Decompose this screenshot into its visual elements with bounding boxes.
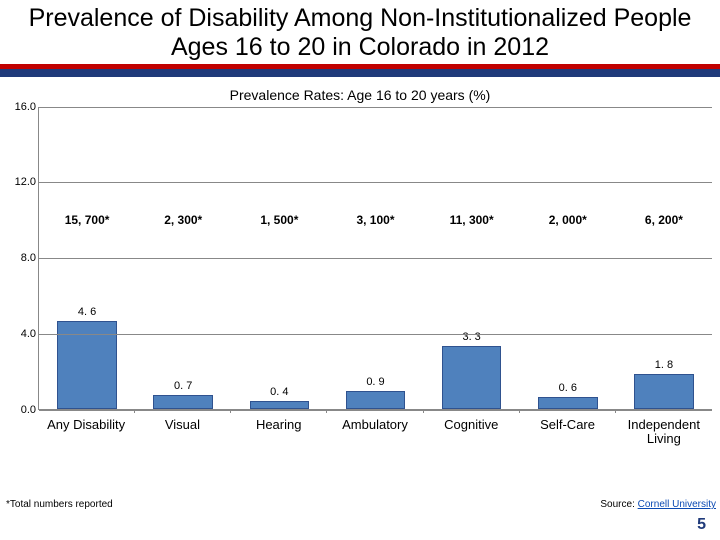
slide: Prevalence of Disability Among Non-Insti… — [0, 0, 720, 540]
x-axis-label: Ambulatory — [327, 412, 423, 452]
x-axis-label: Independent Living — [616, 412, 712, 452]
grid-line — [39, 410, 712, 411]
bar-value-label: 0. 9 — [366, 376, 384, 388]
chart-subtitle: Prevalence Rates: Age 16 to 20 years (%) — [0, 77, 720, 107]
grid-line — [39, 258, 712, 259]
bar-value-label: 0. 4 — [270, 386, 288, 398]
bar-annotation: 2, 000* — [520, 213, 616, 227]
bar — [250, 401, 310, 409]
bar — [634, 374, 694, 408]
bar — [442, 346, 502, 408]
grid-line — [39, 107, 712, 108]
bar-annotation: 6, 200* — [616, 213, 712, 227]
bar-value-label: 0. 6 — [559, 382, 577, 394]
x-axis-label: Hearing — [231, 412, 327, 452]
bar — [538, 397, 598, 408]
grid-line — [39, 182, 712, 183]
plot-area: 15, 700* 4. 6 2, 300* 0. 7 1, 500* 0. 4 3, 100… — [38, 107, 712, 410]
footnote-right: Source: Cornell University — [600, 499, 716, 510]
page-number: 5 — [697, 516, 706, 534]
y-axis: 0.04.08.012.016.0 — [8, 107, 38, 410]
bar-value-label: 0. 7 — [174, 380, 192, 392]
bar-annotation: 11, 300* — [424, 213, 520, 227]
x-axis-label: Any Disability — [38, 412, 134, 452]
title-block: Prevalence of Disability Among Non-Insti… — [0, 0, 720, 62]
bar-annotation: 15, 700* — [39, 213, 135, 227]
bar — [346, 391, 406, 408]
bar-value-label: 1. 8 — [655, 359, 673, 371]
x-axis-label: Self-Care — [519, 412, 615, 452]
y-tick-label: 16.0 — [15, 101, 36, 113]
grid-line — [39, 334, 712, 335]
x-axis-label: Cognitive — [423, 412, 519, 452]
bar-value-label: 4. 6 — [78, 306, 96, 318]
y-tick-label: 8.0 — [21, 252, 36, 264]
bar — [153, 395, 213, 408]
bar-annotation: 1, 500* — [231, 213, 327, 227]
slide-title: Prevalence of Disability Among Non-Insti… — [10, 4, 710, 62]
footer: *Total numbers reported Source: Cornell … — [6, 499, 716, 510]
bar-annotation: 2, 300* — [135, 213, 231, 227]
bar-annotation: 3, 100* — [327, 213, 423, 227]
source-label: Source: — [600, 499, 637, 510]
y-tick-label: 12.0 — [15, 176, 36, 188]
y-tick-label: 0.0 — [21, 404, 36, 416]
source-link[interactable]: Cornell University — [638, 499, 716, 510]
x-axis-labels: Any DisabilityVisualHearingAmbulatoryCog… — [38, 412, 712, 452]
y-tick-label: 4.0 — [21, 328, 36, 340]
footnote-left: *Total numbers reported — [6, 499, 113, 510]
blue-rule — [0, 69, 720, 77]
bar-chart: 0.04.08.012.016.0 15, 700*4. 62, 300*0. … — [8, 107, 712, 452]
x-axis-label: Visual — [134, 412, 230, 452]
